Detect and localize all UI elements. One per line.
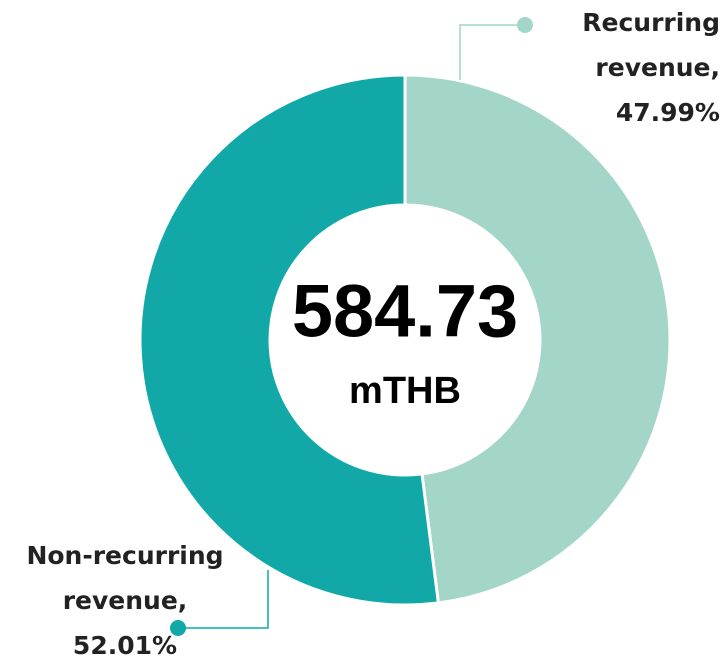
center-unit: mTHB (349, 370, 461, 412)
slice-label: Recurring revenue, 47.99% (545, 0, 720, 135)
leader (459, 17, 533, 80)
value-label: 52.01% (72, 631, 178, 660)
leader-dot (170, 620, 186, 636)
leader-dot (517, 17, 533, 33)
leader-line (178, 570, 269, 629)
leader (170, 570, 269, 636)
value-label: 47.99% (615, 98, 720, 127)
category-label: Non-recurring revenue, (26, 541, 224, 615)
category-label: Recurring revenue, (582, 8, 720, 82)
center-value: 584.73 (292, 270, 518, 353)
slice (403, 73, 672, 605)
slice (138, 73, 441, 607)
leader-line (459, 24, 525, 80)
slice-label: Non-recurring revenue, 52.01% (0, 533, 250, 668)
slices (138, 73, 672, 607)
